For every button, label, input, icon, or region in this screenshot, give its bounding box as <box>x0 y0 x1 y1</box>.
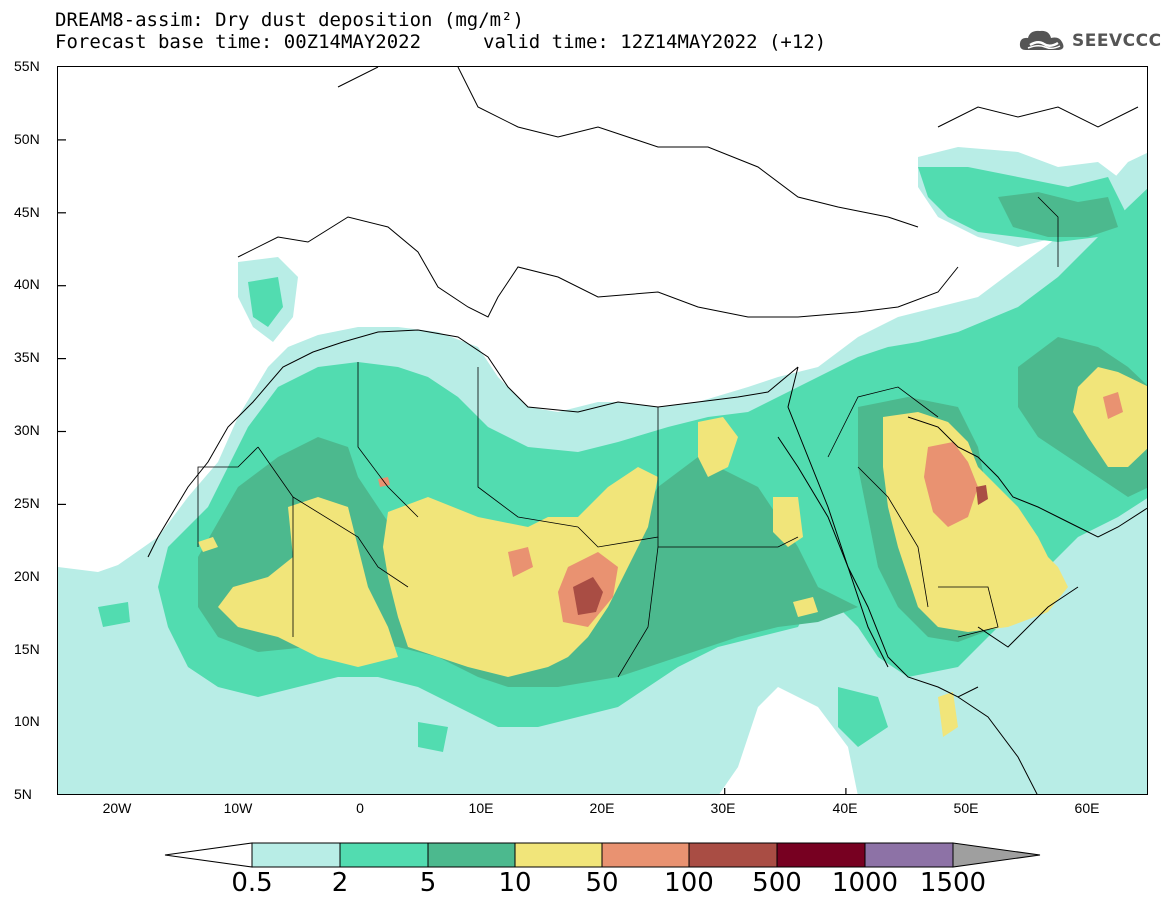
lat-label: 55N <box>14 58 40 74</box>
dust-field-map <box>58 67 1147 794</box>
lat-label: 45N <box>14 204 40 220</box>
colorbar-label: 500 <box>752 868 802 898</box>
valid-time: valid time: 12Z14MAY2022 (+12) <box>483 31 827 53</box>
colorbar-label: 10 <box>498 868 532 898</box>
seevccc-logo: SEEVCCC <box>1018 26 1162 56</box>
map-panel <box>57 66 1148 795</box>
forecast-base-time: Forecast base time: 00Z14MAY2022 <box>55 31 422 53</box>
cloud-logo-icon <box>1019 30 1064 50</box>
colorbar-label: 1000 <box>831 868 899 898</box>
colorbar-label: 2 <box>331 868 349 898</box>
colorbar-label: 50 <box>585 868 619 898</box>
dust-level-100 <box>573 485 988 615</box>
colorbar-swatch <box>251 842 341 868</box>
lat-label: 25N <box>14 495 40 511</box>
coastlines <box>147 67 1147 794</box>
lon-label: 20W <box>102 800 132 816</box>
lat-label: 50N <box>14 131 40 147</box>
lon-label: 20E <box>589 800 615 816</box>
colorbar-low-arrow <box>164 842 253 868</box>
colorbar-swatch <box>339 842 429 868</box>
lon-label: 30E <box>710 800 736 816</box>
lat-label: 10N <box>14 713 40 729</box>
colorbar-label: 5 <box>419 868 437 898</box>
lat-label: 5N <box>14 786 32 802</box>
colorbar <box>164 842 1041 868</box>
logo-text: SEEVCCC <box>1072 31 1162 51</box>
colorbar-swatch <box>776 842 866 868</box>
lon-label: 50E <box>953 800 979 816</box>
lat-label: 40N <box>14 276 40 292</box>
colorbar-label: 1500 <box>919 868 987 898</box>
colorbar-label: 100 <box>664 868 714 898</box>
colorbar-swatch <box>514 842 603 868</box>
colorbar-swatch <box>864 842 954 868</box>
colorbar-swatch <box>688 842 778 868</box>
lon-label: 10E <box>468 800 494 816</box>
lon-label: 10W <box>223 800 253 816</box>
colorbar-high-arrow <box>952 842 1041 868</box>
colorbar-label: 0.5 <box>231 868 273 898</box>
chart-title: DREAM8-assim: Dry dust deposition (mg/m²… <box>55 9 524 31</box>
colorbar-swatch <box>427 842 516 868</box>
lon-label: 40E <box>832 800 858 816</box>
lat-label: 35N <box>14 349 40 365</box>
lat-label: 30N <box>14 422 40 438</box>
lon-label: 60E <box>1074 800 1100 816</box>
lat-label: 15N <box>14 641 40 657</box>
colorbar-swatch <box>601 842 690 868</box>
lon-label: 0 <box>356 800 364 816</box>
lat-label: 20N <box>14 568 40 584</box>
borders <box>197 196 1059 678</box>
